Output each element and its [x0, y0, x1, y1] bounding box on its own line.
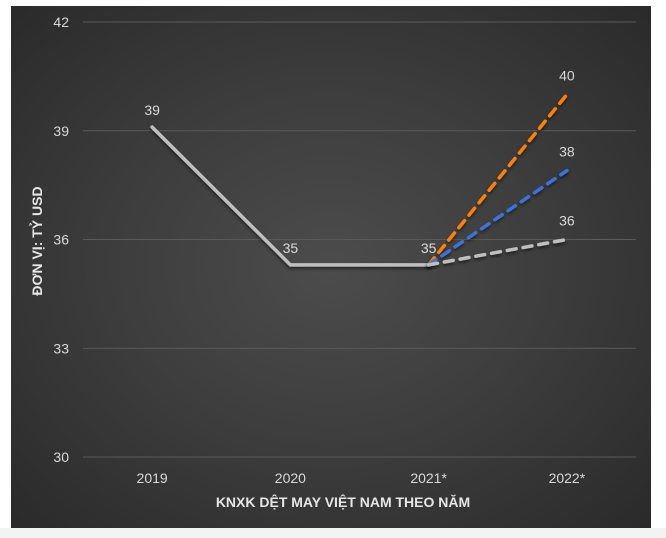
series-scenario-mid [426, 168, 569, 267]
series-actual [150, 125, 431, 267]
x-axis-ticks: 2019 2020 2021* 2022* [137, 470, 586, 486]
y-tick-label: 30 [53, 449, 69, 465]
series-scenario-low [426, 237, 569, 267]
x-tick-label: 2022* [549, 470, 586, 486]
data-label: 39 [144, 102, 160, 118]
y-tick-label: 36 [53, 232, 69, 248]
data-label: 38 [559, 144, 575, 160]
data-label: 36 [559, 213, 575, 229]
data-label: 35 [421, 240, 437, 256]
x-tick-label: 2020 [275, 470, 306, 486]
x-tick-label: 2021* [410, 470, 447, 486]
gridlines [83, 21, 636, 458]
y-axis-ticks: 30 33 36 39 42 [53, 14, 69, 465]
data-label: 35 [283, 240, 299, 256]
page-bottom-strip [0, 528, 666, 538]
y-tick-label: 33 [53, 340, 69, 356]
series-lines [150, 92, 569, 267]
y-axis-title: ĐƠN VỊ: TỶ USD [29, 186, 45, 295]
x-axis-title: KNXK DỆT MAY VIỆT NAM THEO NĂM [216, 493, 470, 510]
chart-area [11, 6, 651, 528]
x-tick-label: 2019 [137, 470, 168, 486]
data-labels: 39 35 35 40 38 36 [144, 68, 575, 256]
data-label: 40 [559, 68, 575, 84]
y-tick-label: 42 [53, 14, 69, 30]
y-tick-label: 39 [53, 123, 69, 139]
series-scenario-high [426, 92, 569, 267]
